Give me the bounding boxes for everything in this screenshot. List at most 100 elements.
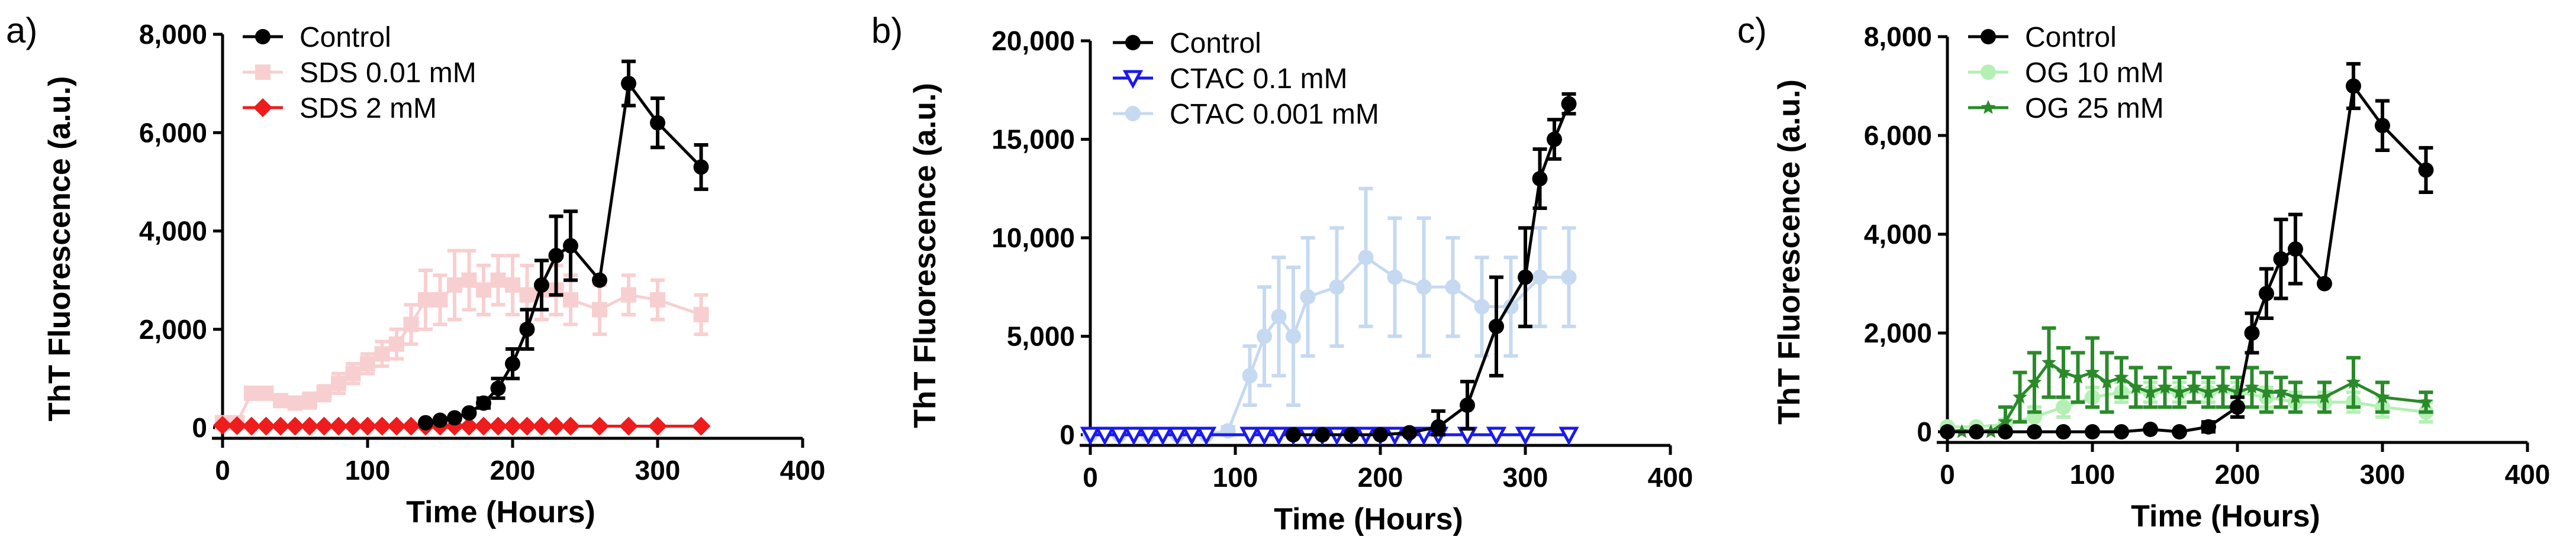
- panel-label: c): [1737, 11, 1767, 50]
- data-point: [1152, 426, 1173, 446]
- data-point: [2375, 389, 2390, 404]
- legend-swatch-marker: [1981, 100, 1996, 114]
- data-point: [447, 410, 462, 426]
- data-point: [505, 355, 520, 371]
- data-point: [1387, 269, 1403, 285]
- y-tick-label: 2,000: [1864, 318, 1932, 348]
- data-point: [1181, 426, 1202, 446]
- data-point: [548, 248, 564, 264]
- x-tick-label: 200: [2215, 459, 2261, 490]
- data-point: [1315, 427, 1330, 442]
- data-point: [2056, 424, 2071, 439]
- data-point: [331, 376, 346, 392]
- legend-label: CTAC 0.001 mM: [1170, 99, 1379, 130]
- data-point: [534, 277, 549, 293]
- data-point: [2085, 364, 2100, 379]
- data-point: [476, 395, 491, 411]
- data-point: [2027, 424, 2042, 439]
- data-point: [650, 115, 665, 131]
- data-point: [619, 416, 638, 436]
- data-point: [1271, 309, 1287, 325]
- legend-label: CTAC 0.1 mM: [1170, 63, 1347, 95]
- y-tick-label: 0: [192, 412, 207, 443]
- x-tick-label: 300: [635, 455, 681, 486]
- data-point: [2346, 78, 2361, 94]
- data-point: [1286, 427, 1301, 442]
- data-point: [418, 292, 433, 308]
- data-point: [1998, 414, 2013, 428]
- data-point: [621, 76, 636, 92]
- data-point: [1300, 289, 1316, 305]
- data-point: [447, 277, 462, 293]
- y-tick-label: 20,000: [991, 25, 1075, 56]
- data-point: [2012, 389, 2027, 404]
- legend-label: Control: [2025, 22, 2117, 53]
- legend-swatch-marker: [1125, 106, 1141, 121]
- data-point: [490, 380, 506, 396]
- legend-label: SDS 0.01 mM: [300, 57, 476, 89]
- data-point: [2273, 251, 2289, 267]
- data-point: [693, 159, 709, 175]
- data-point: [1486, 426, 1507, 446]
- data-point: [360, 355, 375, 371]
- legend-swatch-marker: [1125, 35, 1141, 50]
- data-point: [459, 416, 479, 436]
- data-point: [1286, 328, 1301, 344]
- data-point: [2114, 370, 2129, 384]
- data-point: [271, 416, 290, 436]
- data-point: [1254, 426, 1275, 446]
- data-point: [1373, 427, 1388, 442]
- data-point: [401, 416, 421, 436]
- data-point: [1474, 299, 1490, 315]
- data-point: [2244, 325, 2260, 341]
- data-point: [1532, 269, 1548, 285]
- data-point: [256, 416, 276, 436]
- data-point: [2201, 419, 2216, 435]
- data-point: [2230, 399, 2245, 415]
- data-point: [213, 415, 232, 435]
- data-point: [432, 412, 448, 428]
- x-tick-label: 300: [2360, 459, 2406, 490]
- chart-panel-a: a) 0 2,000 4,000 6,000 8,000 0 100 200 300 400 Time…: [6, 11, 825, 529]
- data-point: [2143, 384, 2158, 399]
- legend-label: OG 25 mM: [2025, 93, 2164, 124]
- legend: Control CTAC 0.1 mM CTAC 0.001 mM: [1113, 28, 1379, 130]
- y-tick-label: 4,000: [139, 216, 207, 247]
- y-tick-label: 0: [1060, 419, 1075, 450]
- data-point: [1239, 426, 1260, 446]
- data-point: [2027, 374, 2042, 389]
- data-point: [242, 416, 261, 436]
- data-point: [2259, 384, 2274, 399]
- data-point: [1416, 279, 1432, 295]
- legend-swatch-marker: [1981, 64, 1996, 80]
- data-point: [1138, 426, 1159, 446]
- y-tick-label: 4,000: [1864, 219, 1932, 250]
- data-point: [532, 416, 551, 436]
- data-point: [461, 405, 477, 421]
- data-point: [563, 292, 578, 308]
- x-tick-label: 400: [780, 455, 826, 486]
- x-tick-label: 0: [1083, 462, 1098, 493]
- panel-label: a): [6, 11, 37, 50]
- y-tick-label: 6,000: [1864, 120, 1932, 151]
- y-tick-label: 6,000: [139, 117, 207, 148]
- data-point: [285, 416, 305, 436]
- data-point: [372, 416, 392, 436]
- legend: Control SDS 0.01 mM SDS 2 mM: [243, 22, 476, 124]
- legend-swatch-marker: [1981, 29, 1996, 44]
- data-point: [1268, 426, 1289, 446]
- series-og-25-mm: [1940, 326, 2433, 438]
- data-point: [2288, 389, 2303, 404]
- legend-swatch-marker: [255, 29, 271, 44]
- data-point: [1445, 279, 1461, 295]
- x-tick-label: 100: [2070, 459, 2115, 490]
- data-point: [389, 336, 404, 352]
- data-point: [1559, 426, 1579, 446]
- data-point: [1518, 269, 1533, 285]
- data-point: [2056, 364, 2071, 379]
- legend-label: SDS 2 mM: [300, 93, 437, 124]
- data-point: [1431, 419, 1446, 435]
- data-point: [490, 272, 506, 288]
- data-point: [2259, 286, 2274, 302]
